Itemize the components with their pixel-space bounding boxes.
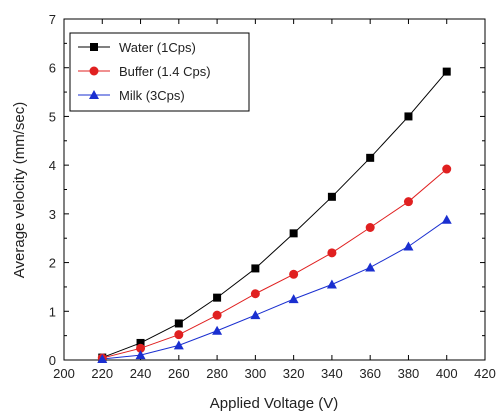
- data-point-0: [442, 67, 451, 76]
- y-tick-label: 2: [49, 256, 56, 271]
- x-tick-label: 420: [474, 366, 496, 381]
- x-axis-title: Applied Voltage (V): [210, 395, 338, 412]
- data-point-1: [289, 269, 299, 279]
- x-tick-label: 200: [53, 366, 75, 381]
- legend-marker: [89, 90, 99, 99]
- x-tick-label: 320: [283, 366, 305, 381]
- data-point-2: [212, 325, 223, 335]
- data-point-2: [441, 214, 452, 224]
- y-tick-label: 1: [49, 304, 56, 319]
- data-point-2: [288, 294, 299, 304]
- x-tick-label: 380: [398, 366, 420, 381]
- x-tick-label: 300: [245, 366, 267, 381]
- data-point-2: [250, 310, 261, 320]
- series-lines: [102, 71, 448, 360]
- legend-marker: [90, 43, 98, 51]
- data-point-0: [289, 229, 298, 238]
- data-point-0: [404, 112, 413, 121]
- data-point-2: [326, 279, 337, 289]
- data-point-1: [442, 164, 452, 174]
- y-tick-label: 4: [49, 158, 56, 173]
- data-point-2: [97, 354, 108, 364]
- data-point-1: [403, 197, 413, 207]
- data-point-1: [365, 222, 375, 232]
- legend-box: [69, 32, 250, 112]
- data-point-1: [327, 248, 337, 258]
- data-point-0: [213, 293, 222, 302]
- y-tick-label: 7: [49, 12, 56, 27]
- series-line-2: [102, 219, 448, 360]
- data-point-0: [136, 338, 145, 347]
- x-tick-label: 400: [436, 366, 458, 381]
- data-point-2: [135, 350, 146, 360]
- y-tick-label: 5: [49, 109, 56, 124]
- data-point-1: [212, 310, 222, 320]
- y-tick-label: 3: [49, 207, 56, 222]
- data-point-0: [251, 264, 260, 273]
- legend-marker: [89, 66, 99, 76]
- data-point-2: [403, 241, 414, 251]
- data-point-1: [136, 343, 146, 353]
- axis-ticks: 200 220 240 260 280 300 320 340 360 380 400 420 0 1 2 3…: [49, 12, 496, 381]
- legend-label: Buffer (1.4 Cps): [119, 64, 211, 79]
- data-point-1: [250, 289, 260, 299]
- legend-label: Milk (3Cps): [119, 88, 185, 103]
- data-point-2: [173, 340, 184, 350]
- legend: Water (1Cps) Buffer (1.4 Cps) Milk (3Cps): [69, 32, 250, 112]
- legend-label: Water (1Cps): [119, 40, 196, 55]
- x-tick-label: 340: [321, 366, 343, 381]
- series-line-1: [102, 168, 448, 359]
- y-axis-title: Average velocity (mm/sec): [11, 102, 28, 278]
- data-point-0: [174, 319, 183, 328]
- x-tick-label: 260: [168, 366, 190, 381]
- data-point-1: [174, 330, 184, 340]
- series-line-0: [102, 71, 448, 359]
- data-point-2: [365, 262, 376, 272]
- x-tick-label: 220: [91, 366, 113, 381]
- x-tick-label: 360: [359, 366, 381, 381]
- data-point-0: [366, 153, 375, 162]
- y-tick-label: 6: [49, 61, 56, 76]
- x-tick-label: 240: [130, 366, 152, 381]
- series-markers: [97, 67, 452, 364]
- data-point-0: [327, 192, 336, 201]
- x-tick-label: 280: [206, 366, 228, 381]
- y-tick-label: 0: [49, 353, 56, 368]
